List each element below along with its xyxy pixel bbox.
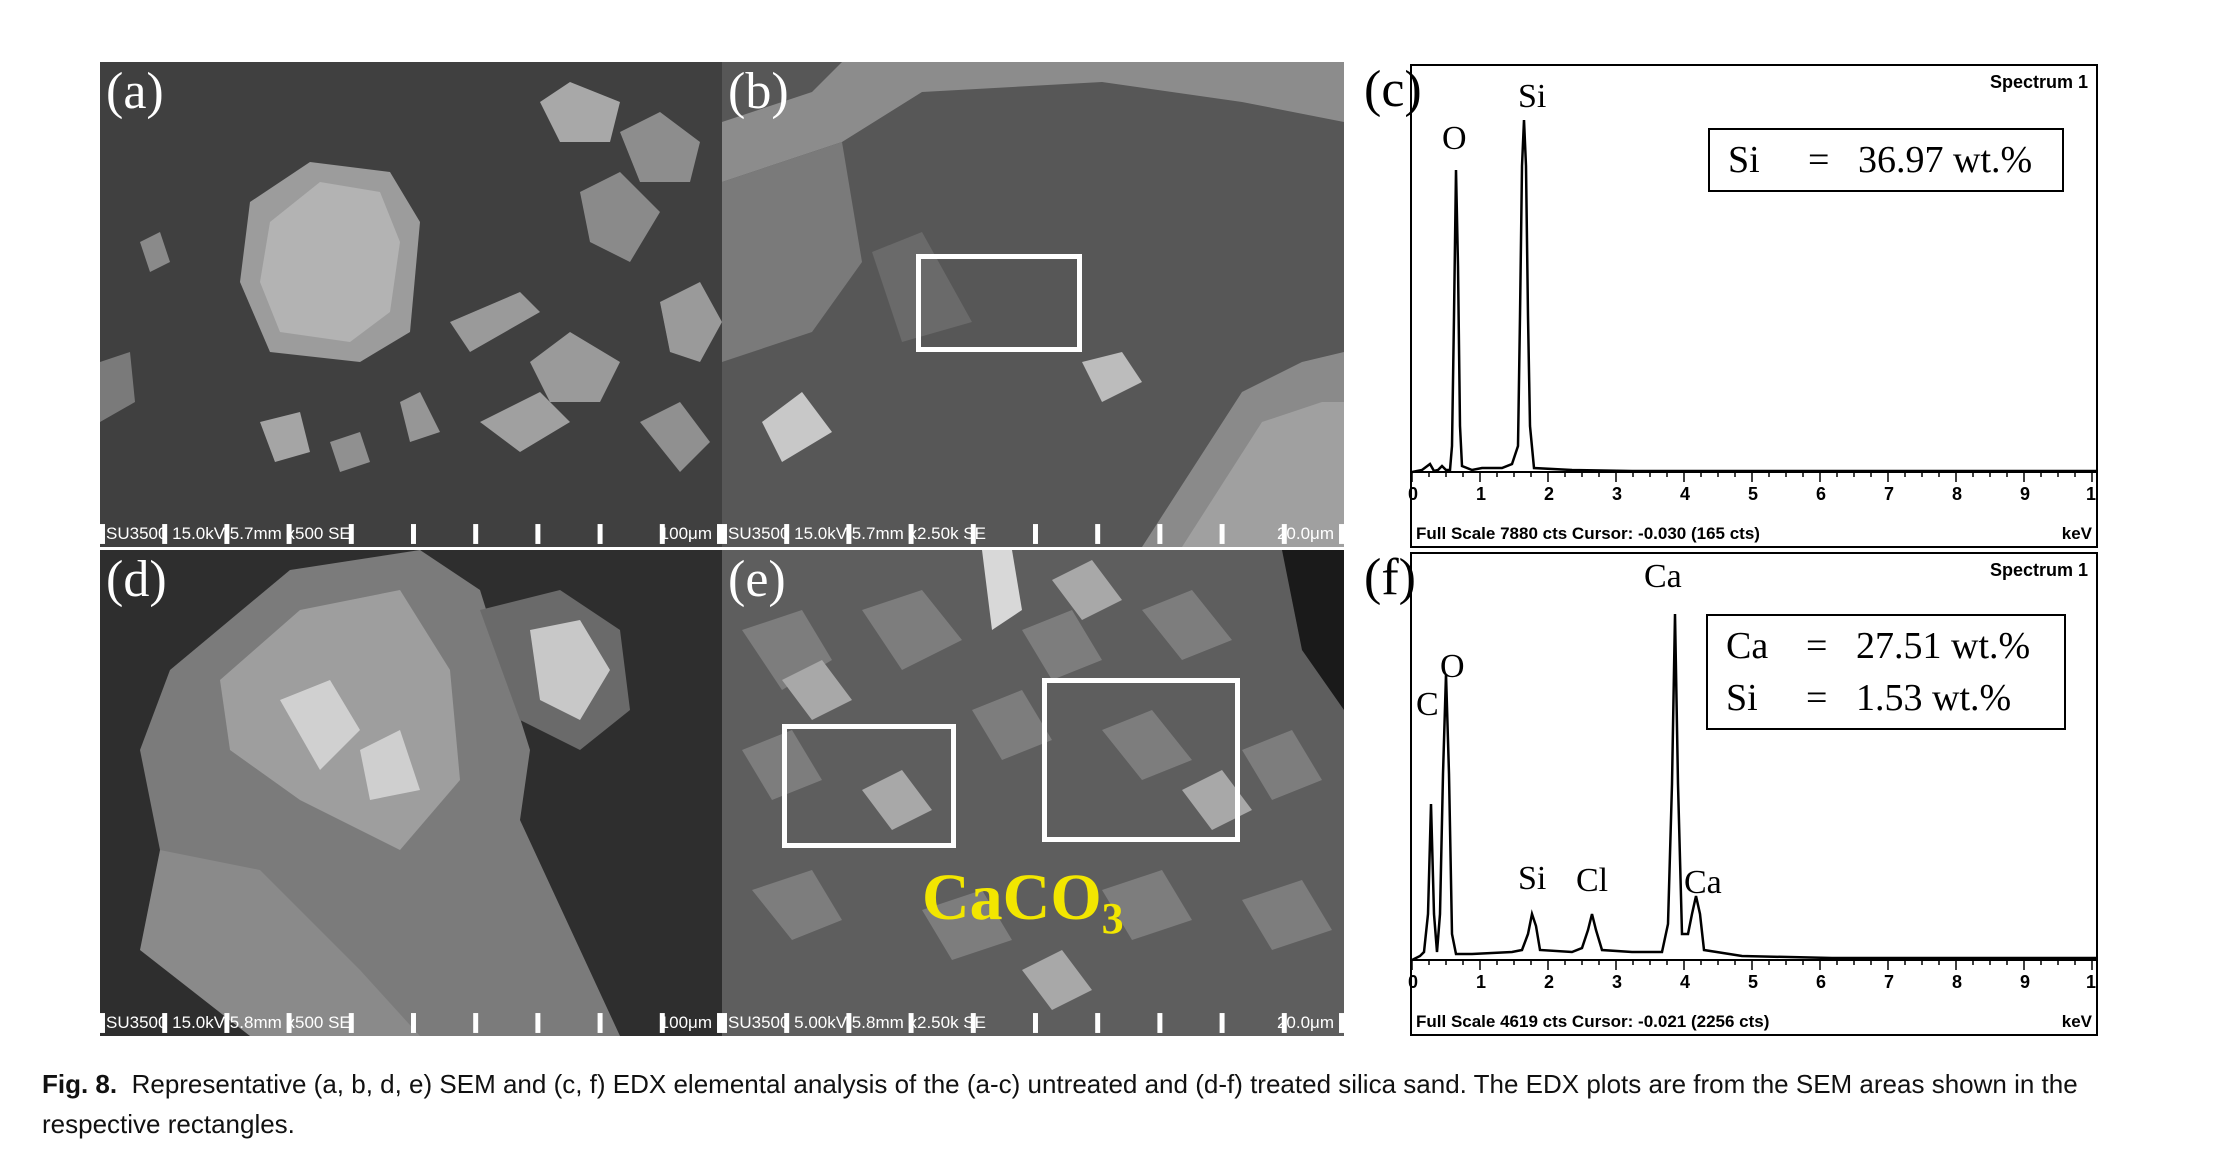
panel-label-c: (c) — [1364, 61, 1422, 118]
peak-label-f-o: O — [1440, 648, 1465, 685]
sem-scale-b: 20.0μm — [1276, 524, 1334, 543]
scale-bar-d — [100, 1013, 722, 1033]
result-element: Ca — [1726, 625, 1769, 667]
tick-label: 4 — [1680, 972, 1691, 992]
figure-caption: Fig. 8. Representative (a, b, d, e) SEM … — [42, 1064, 2192, 1144]
tick-label: 5 — [1748, 972, 1759, 992]
edx-unit-f: keV — [2061, 1012, 2092, 1031]
tick-label: 7 — [1884, 972, 1895, 992]
edx-footer-f: Full Scale 4619 cts Cursor: -0.021 (2256… — [1416, 1012, 1770, 1031]
tick-label: 2 — [1544, 484, 1555, 504]
result-box-f: Ca = 27.51 wt.% Si = 1.53 wt.% — [1706, 614, 2066, 730]
panel-label-d: (d) — [106, 551, 167, 608]
peak-label-f-cl: Cl — [1576, 862, 1609, 899]
peak-label-f-ca: Ca — [1644, 558, 1682, 595]
tick-label: 9 — [2020, 972, 2031, 992]
result-row-si: Si = 36.97 wt.% — [1728, 134, 2044, 186]
tick-label: 1 — [2086, 972, 2097, 992]
panel-label-e: (e) — [728, 551, 786, 608]
panel-label-b: (b) — [728, 63, 789, 120]
result-value: 36.97 wt.% — [1858, 139, 2033, 181]
scale-bar-a — [100, 524, 722, 544]
sem-info-e: SU3500 5.00kV 5.8mm x2.50k SE — [728, 1013, 986, 1032]
tick-label: 6 — [1816, 484, 1827, 504]
spectrum-tag-f: Spectrum 1 — [1989, 560, 2088, 580]
tick-label: 8 — [1952, 972, 1963, 992]
peak-label-c-o: O — [1442, 120, 1467, 157]
result-box-c: Si = 36.97 wt.% — [1708, 128, 2064, 192]
tick-label: 4 — [1680, 484, 1691, 504]
tick-label: 6 — [1816, 972, 1827, 992]
edx-panel-c: (c) Spectrum 1 O Si Si = 36.97 wt.% 0 1 2 … — [1364, 61, 2098, 548]
tick-label: 8 — [1952, 484, 1963, 504]
edx-footer-c: Full Scale 7880 cts Cursor: -0.030 (165 … — [1416, 524, 1760, 543]
scale-bar-e — [722, 1013, 1344, 1033]
panel-label-a: (a) — [106, 63, 164, 120]
caco3-subscript: 3 — [1101, 894, 1124, 944]
result-value: 1.53 wt.% — [1856, 677, 2012, 719]
caco3-text: CaCO — [922, 861, 1102, 934]
sem-scale-d: 100μm — [659, 1013, 712, 1032]
sem-image-e — [722, 550, 1344, 1036]
result-equals: = — [1808, 139, 1830, 181]
sem-footer-d: SU3500 15.0kV 5.8mm x500 SE 100μm — [100, 1010, 722, 1036]
result-row-ca: Ca = 27.51 wt.% — [1726, 620, 2046, 672]
result-element: Si — [1726, 677, 1758, 719]
figure-number: Fig. 8. — [42, 1069, 118, 1099]
sem-scale-a: 100μm — [659, 524, 712, 543]
edx-spectrum-c — [1412, 119, 2096, 482]
caco3-annotation: CaCO3 — [922, 860, 1124, 944]
sem-panel-b: (b) SU3500 15.0kV 5.7mm x2.50k SE 20.0μm — [722, 62, 1344, 547]
tick-label: 7 — [1884, 484, 1895, 504]
selection-rectangle-b — [916, 254, 1082, 352]
tick-label: 3 — [1612, 972, 1623, 992]
sem-scale-e: 20.0μm — [1276, 1013, 1334, 1032]
peak-label-f-si: Si — [1518, 860, 1547, 897]
tick-label: 1 — [1476, 484, 1487, 504]
spectrum-tag-c: Spectrum 1 — [1989, 72, 2088, 92]
sem-footer-b: SU3500 15.0kV 5.7mm x2.50k SE 20.0μm — [722, 521, 1344, 547]
caption-text: Representative (a, b, d, e) SEM and (c, … — [42, 1069, 2078, 1139]
tick-label: 0 — [1408, 484, 1419, 504]
sem-panel-a: (a) SU3500 15.0kV 5.7mm x500 SE 100μm — [100, 62, 722, 547]
tick-label: 1 — [1476, 972, 1487, 992]
sem-panel-d: (d) SU3500 15.0kV 5.8mm x500 SE 100μm — [100, 550, 722, 1036]
result-equals: = — [1806, 625, 1828, 667]
scale-bar-b — [722, 524, 1344, 544]
sem-info-b: SU3500 15.0kV 5.7mm x2.50k SE — [728, 524, 986, 543]
tick-label: 3 — [1612, 484, 1623, 504]
tick-label: 1 — [2086, 484, 2097, 504]
tick-label: 2 — [1544, 972, 1555, 992]
sem-image-d — [100, 550, 722, 1036]
selection-rectangle-e2 — [1042, 678, 1240, 842]
result-row-si: Si = 1.53 wt.% — [1726, 672, 2046, 724]
sem-footer-e: SU3500 5.00kV 5.8mm x2.50k SE 20.0μm — [722, 1010, 1344, 1036]
sem-footer-a: SU3500 15.0kV 5.7mm x500 SE 100μm — [100, 521, 722, 547]
tick-label: 0 — [1408, 972, 1419, 992]
sem-image-b — [722, 62, 1344, 547]
edx-panel-f: (f) Spectrum 1 C O Si Cl Ca Ca Ca = 27.51 … — [1364, 549, 2098, 1036]
peak-label-f-ca-beta: Ca — [1684, 864, 1722, 901]
peak-label-f-c: C — [1416, 686, 1439, 723]
panel-label-f: (f) — [1364, 549, 1416, 606]
tick-label: 5 — [1748, 484, 1759, 504]
sem-image-a — [100, 62, 722, 547]
selection-rectangle-e1 — [782, 724, 956, 848]
result-element: Si — [1728, 139, 1760, 181]
result-equals: = — [1806, 677, 1828, 719]
edx-unit-c: keV — [2061, 524, 2092, 543]
peak-label-c-si: Si — [1518, 78, 1547, 115]
edx-spectrum-f — [1412, 613, 2096, 970]
sem-panel-e: CaCO3 (e) SU3500 5.00kV 5.8mm x2.50k SE … — [722, 550, 1344, 1036]
tick-label: 9 — [2020, 484, 2031, 504]
result-value: 27.51 wt.% — [1856, 625, 2031, 667]
